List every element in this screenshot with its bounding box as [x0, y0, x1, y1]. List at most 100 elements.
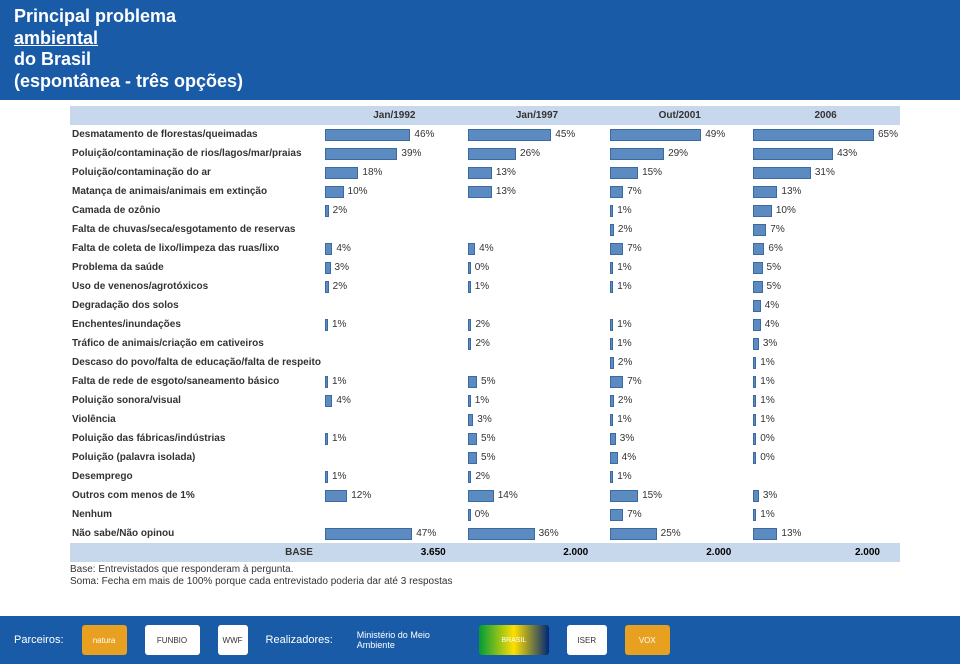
- bar: [610, 414, 613, 426]
- pct-label: 5%: [767, 281, 781, 292]
- pct-label: 10%: [348, 186, 368, 197]
- row-label: Violência: [70, 410, 323, 429]
- bar: [610, 433, 616, 445]
- data-cell: 3%: [466, 410, 608, 429]
- wwf-logo: WWF: [218, 625, 248, 655]
- pct-label: 1%: [332, 376, 346, 387]
- data-cell: 1%: [323, 315, 466, 334]
- data-cell: 7%: [608, 505, 751, 524]
- bar: [468, 376, 477, 388]
- data-cell: 1%: [608, 467, 751, 486]
- data-cell: 2%: [608, 391, 751, 410]
- data-cell: 1%: [751, 410, 900, 429]
- data-cell: 2%: [466, 467, 608, 486]
- bar: [325, 528, 412, 540]
- bar: [468, 395, 471, 407]
- pct-label: 7%: [627, 186, 641, 197]
- bar: [468, 129, 552, 141]
- bar: [468, 509, 471, 521]
- bar: [468, 281, 471, 293]
- data-cell: 5%: [751, 277, 900, 296]
- gov-logo: BRASIL: [479, 625, 549, 655]
- data-cell: 4%: [323, 391, 466, 410]
- pct-label: 1%: [617, 414, 631, 425]
- pct-label: 4%: [336, 243, 350, 254]
- data-cell: 0%: [466, 505, 608, 524]
- row-label: Outros com menos de 1%: [70, 486, 323, 505]
- bar: [753, 262, 762, 274]
- data-cell: 1%: [608, 277, 751, 296]
- data-cell: 7%: [608, 182, 751, 201]
- bar: [468, 414, 474, 426]
- data-cell: 7%: [608, 372, 751, 391]
- pct-label: 36%: [539, 528, 559, 539]
- title-line-2: (espontânea - três opções): [14, 71, 946, 93]
- data-cell: 1%: [751, 372, 900, 391]
- pct-label: 5%: [481, 376, 495, 387]
- pct-label: 39%: [401, 148, 421, 159]
- data-cell: 1%: [751, 353, 900, 372]
- bar: [753, 376, 756, 388]
- data-cell: 13%: [466, 163, 608, 182]
- title-line-1: Principal problema ambiental do Brasil: [14, 6, 946, 71]
- natura-logo: natura: [82, 625, 127, 655]
- data-cell: 0%: [466, 258, 608, 277]
- bar: [468, 243, 475, 255]
- row-label: Não sabe/Não opinou: [70, 524, 323, 543]
- pct-label: 3%: [477, 414, 491, 425]
- data-cell: 1%: [608, 201, 751, 220]
- bar: [610, 281, 613, 293]
- pct-label: 7%: [627, 243, 641, 254]
- realizadores-label: Realizadores:: [266, 634, 333, 646]
- pct-label: 1%: [760, 414, 774, 425]
- base-cell: 2.000: [466, 543, 608, 562]
- bar: [468, 452, 477, 464]
- pct-label: 4%: [765, 319, 779, 330]
- pct-label: 12%: [351, 490, 371, 501]
- bar: [753, 433, 756, 445]
- pct-label: 18%: [362, 167, 382, 178]
- pct-label: 1%: [617, 338, 631, 349]
- data-cell: 3%: [323, 258, 466, 277]
- data-cell: 36%: [466, 524, 608, 543]
- data-cell: [466, 220, 608, 239]
- page-header: Principal problema ambiental do Brasil (…: [0, 0, 960, 100]
- bar: [753, 243, 764, 255]
- bar: [753, 338, 759, 350]
- bar: [468, 528, 535, 540]
- bar: [753, 357, 756, 369]
- row-label: Falta de coleta de lixo/limpeza das ruas…: [70, 239, 323, 258]
- table-row: Falta de rede de esgoto/saneamento básic…: [70, 372, 900, 391]
- data-cell: 10%: [323, 182, 466, 201]
- table-row: Falta de chuvas/seca/esgotamento de rese…: [70, 220, 900, 239]
- data-cell: 15%: [608, 163, 751, 182]
- row-label: Uso de venenos/agrotóxicos: [70, 277, 323, 296]
- pct-label: 4%: [479, 243, 493, 254]
- data-cell: 65%: [751, 125, 900, 144]
- data-cell: 0%: [751, 429, 900, 448]
- base-cell: 3.650: [323, 543, 466, 562]
- bar: [753, 205, 772, 217]
- table-row: Descaso do povo/falta de educação/falta …: [70, 353, 900, 372]
- data-cell: 29%: [608, 144, 751, 163]
- data-cell: 45%: [466, 125, 608, 144]
- bar: [325, 167, 358, 179]
- t1a: Principal problema: [14, 6, 946, 28]
- data-cell: 14%: [466, 486, 608, 505]
- bar: [468, 319, 472, 331]
- t1b: ambiental: [14, 28, 946, 50]
- pct-label: 0%: [760, 452, 774, 463]
- bar: [325, 490, 347, 502]
- data-cell: 46%: [323, 125, 466, 144]
- bar: [468, 490, 494, 502]
- data-cell: [466, 201, 608, 220]
- bar: [610, 167, 638, 179]
- bar: [325, 186, 344, 198]
- table-row: Camada de ozônio2%1%10%: [70, 201, 900, 220]
- pct-label: 1%: [617, 281, 631, 292]
- pct-label: 0%: [475, 262, 489, 273]
- table-row: Não sabe/Não opinou47%36%25%13%: [70, 524, 900, 543]
- data-cell: [751, 467, 900, 486]
- data-cell: 2%: [466, 315, 608, 334]
- bar: [753, 148, 833, 160]
